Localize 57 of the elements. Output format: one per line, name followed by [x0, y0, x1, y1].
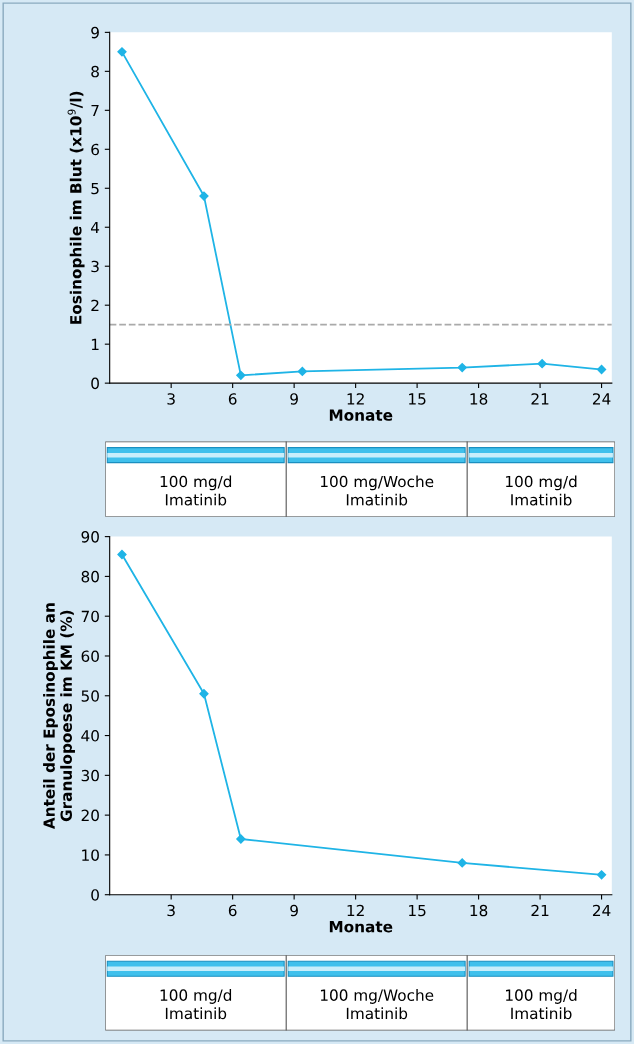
- point: [297, 366, 307, 377]
- point: [457, 362, 467, 373]
- x-tick-label: 12: [347, 904, 364, 917]
- y-tick-label: 9: [91, 26, 99, 39]
- point: [537, 359, 547, 369]
- y-tick-label: 10: [82, 849, 99, 861]
- x-axis-title: Monate: [329, 921, 393, 933]
- y-tick-label: 4: [90, 221, 100, 234]
- x-tick-label: 24: [592, 393, 611, 405]
- y-tick-label: 70: [81, 610, 99, 623]
- y-tick-label: 8: [91, 65, 99, 78]
- x-tick-label: 3: [167, 904, 175, 917]
- x-tick-label: 6: [228, 393, 237, 405]
- y-tick-label: 2: [91, 299, 99, 311]
- y-tick-label: 6: [91, 143, 99, 156]
- y-tick-label: 0: [91, 377, 99, 390]
- point: [596, 870, 607, 880]
- point: [117, 549, 127, 560]
- text: 100 mg/Woche Imatinib: [320, 989, 434, 1020]
- x-tick-label: 21: [531, 904, 549, 917]
- point: [236, 370, 246, 380]
- y-tick-label: 3: [91, 260, 99, 273]
- y-tick-label: 5: [91, 182, 99, 195]
- y-tick-label: 60: [81, 650, 99, 662]
- point: [199, 689, 209, 699]
- x-tick-label: 24: [592, 904, 611, 917]
- y-tick-label: 1: [91, 338, 99, 350]
- text: 100 mg/d Imatinib: [506, 475, 577, 506]
- x-tick-label: 9: [290, 393, 298, 405]
- point: [457, 858, 467, 868]
- x-tick-label: 3: [167, 393, 175, 405]
- y-tick-label: 0: [91, 889, 99, 901]
- x-tick-label: 12: [347, 393, 364, 405]
- y-axis-title: Eosinophile im Blut (x10$^{9}$/l): [67, 91, 85, 324]
- text: 100 mg/d Imatinib: [506, 989, 577, 1020]
- x-tick-label: 9: [290, 904, 298, 917]
- text: 100 mg/d Imatinib: [160, 989, 232, 1020]
- y-tick-label: 90: [81, 531, 99, 543]
- point: [117, 47, 127, 57]
- y-tick-label: 40: [81, 730, 99, 742]
- x-tick-label: 18: [470, 393, 488, 405]
- point: [236, 834, 246, 844]
- y-tick-label: 7: [91, 104, 99, 117]
- y-tick-label: 50: [81, 690, 99, 702]
- y-axis-title: Anteil der Eposinophile an Granulopoese im KM (%): [43, 603, 75, 830]
- point: [199, 191, 209, 201]
- text: 100 mg/Woche Imatinib: [320, 475, 434, 506]
- text: 100 mg/d Imatinib: [160, 475, 232, 506]
- x-tick-label: 18: [470, 904, 488, 917]
- x-tick-label: 15: [409, 393, 426, 405]
- y-tick-label: 20: [81, 809, 99, 822]
- x-tick-label: 6: [228, 904, 237, 917]
- y-tick-label: 30: [81, 769, 99, 782]
- y-tick-label: 80: [81, 570, 99, 583]
- x-tick-label: 15: [409, 904, 426, 917]
- x-tick-label: 21: [531, 393, 549, 405]
- x-axis-title: Monate: [329, 409, 393, 421]
